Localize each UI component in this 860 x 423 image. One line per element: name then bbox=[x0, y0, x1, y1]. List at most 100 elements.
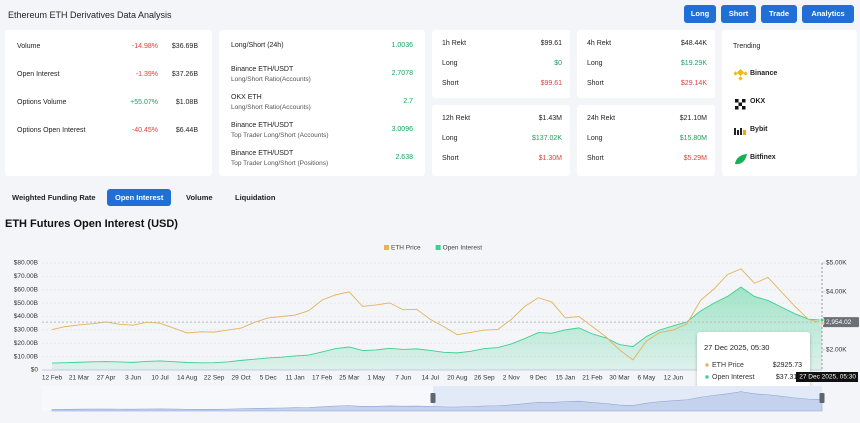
x-tick-label: 27 Apr bbox=[97, 375, 117, 382]
header-button[interactable]: Long bbox=[684, 5, 716, 23]
y-tick-label: $40.00B bbox=[14, 313, 38, 320]
y-tick-label: $60.00B bbox=[14, 286, 38, 293]
ratio-value: 1.0036 bbox=[391, 42, 413, 49]
x-tick-label: 30 Mar bbox=[609, 375, 630, 382]
stat-value: $37.26B bbox=[171, 71, 198, 78]
crosshair-x-label: 27 Dec 2025, 05:30 bbox=[799, 374, 856, 381]
ratio-label: Long/Short Ratio(Accounts) bbox=[231, 76, 311, 83]
y-tick-label: $80.00B bbox=[14, 260, 38, 267]
x-tick-label: 9 Dec bbox=[530, 375, 548, 382]
trending-icons bbox=[734, 68, 748, 165]
stat-change: +55.07% bbox=[130, 99, 158, 106]
tooltip-name: ETH Price bbox=[712, 362, 744, 369]
ratio-value: 2.7 bbox=[403, 98, 413, 105]
x-tick-label: 21 Mar bbox=[69, 375, 90, 382]
ratio-label: Binance ETH/USDT bbox=[231, 66, 294, 73]
rekt-row-value: $29.14K bbox=[680, 80, 707, 87]
header-button[interactable]: Trade bbox=[761, 5, 797, 23]
ratio-label: Long/Short Ratio(Accounts) bbox=[231, 104, 311, 111]
legend-swatch bbox=[384, 245, 389, 250]
rekt-row-value: $1.30M bbox=[538, 155, 562, 162]
rekt-total: $1.43M bbox=[538, 115, 562, 122]
stat-label: Open Interest bbox=[17, 71, 60, 78]
tab[interactable]: Weighted Funding Rate bbox=[12, 193, 96, 202]
navigator-handle[interactable] bbox=[819, 393, 825, 403]
rekt-title: 1h Rekt bbox=[442, 40, 467, 47]
stat-change: -14.98% bbox=[131, 43, 158, 50]
legend-label: Open Interest bbox=[443, 245, 483, 252]
stat-value: $6.44B bbox=[175, 127, 198, 134]
x-tick-label: 3 Jun bbox=[125, 375, 141, 382]
rekt-row-label: Long bbox=[587, 60, 603, 67]
tooltip-title: 27 Dec 2025, 05:30 bbox=[704, 343, 769, 352]
x-tick-label: 5 Dec bbox=[260, 375, 278, 382]
trending-panel: Trending Binance OKX Bybit Bitfinex bbox=[722, 30, 857, 176]
x-tick-label: 11 Jan bbox=[286, 375, 305, 382]
y-tick-label: $70.00B bbox=[14, 273, 38, 280]
trending-item[interactable]: Bybit bbox=[750, 126, 768, 133]
ratio-label: Binance ETH/USDT bbox=[231, 150, 294, 157]
rekt-panel: 4h Rekt $48.44K Long $19.29K Short $29.14K bbox=[577, 30, 715, 98]
tab[interactable]: Liquidation bbox=[235, 193, 276, 202]
rekt-row-label: Short bbox=[442, 155, 459, 162]
rekt-row-label: Long bbox=[442, 60, 458, 67]
tab[interactable]: Open Interest bbox=[107, 189, 172, 206]
ratio-panel: Long/Short (24h) 1.0036 Binance ETH/USDT Lo… bbox=[219, 30, 425, 176]
rekt-row-label: Short bbox=[442, 80, 459, 87]
rekt-row-value: $137.02K bbox=[532, 135, 562, 142]
trending-title: Trending bbox=[733, 43, 761, 50]
stat-label: Options Open Interest bbox=[17, 127, 86, 134]
header-button[interactable]: Analytics bbox=[802, 5, 854, 23]
x-tick-label: 25 Mar bbox=[339, 375, 360, 382]
crosshair-x-box bbox=[796, 372, 858, 382]
stat-change: -40.45% bbox=[131, 127, 158, 134]
legend-label: ETH Price bbox=[391, 245, 421, 252]
x-tick-label: 7 Jun bbox=[395, 375, 411, 382]
trending-item[interactable]: OKX bbox=[750, 98, 766, 105]
y2-tick-label: $5.00K bbox=[826, 260, 847, 267]
tooltip-value: $2925.73 bbox=[773, 362, 802, 369]
navigator-handle[interactable] bbox=[430, 393, 436, 403]
rekt-total: $21.10M bbox=[679, 115, 707, 122]
rekt-row-label: Long bbox=[587, 135, 603, 142]
tooltip-value: $37.31B bbox=[776, 374, 802, 381]
chart-title: ETH Futures Open Interest (USD) bbox=[5, 218, 178, 230]
y2-tick-label: $2.00K bbox=[826, 346, 847, 353]
rekt-row-value: $99.61 bbox=[540, 80, 562, 87]
x-tick-label: 6 May bbox=[638, 375, 656, 382]
x-tick-label: 10 Jul bbox=[151, 375, 169, 382]
tab[interactable]: Volume bbox=[186, 193, 213, 202]
y-tick-label: $20.00B bbox=[14, 340, 38, 347]
ratio-value: 2.638 bbox=[395, 154, 413, 161]
tooltip-name: Open Interest bbox=[712, 374, 754, 381]
x-tick-label: 29 Oct bbox=[232, 375, 251, 382]
rekt-row-value: $5.29M bbox=[683, 155, 707, 162]
rekt-row-label: Long bbox=[442, 135, 458, 142]
tooltip-marker bbox=[704, 362, 710, 368]
y-tick-label: $10.00B bbox=[14, 353, 38, 360]
bitfinex-icon bbox=[735, 154, 747, 165]
x-tick-label: 26 Sep bbox=[474, 375, 495, 382]
series-line bbox=[51, 286, 823, 364]
rekt-total: $48.44K bbox=[680, 40, 707, 47]
ratio-value: 2.7078 bbox=[391, 70, 413, 77]
tooltip-box bbox=[697, 332, 810, 388]
ratio-value: 3.0096 bbox=[391, 126, 413, 133]
rekt-row-value: $19.29K bbox=[680, 60, 707, 67]
header-button[interactable]: Short bbox=[721, 5, 756, 23]
rekt-title: 12h Rekt bbox=[442, 115, 471, 122]
x-tick-label: 14 Aug bbox=[177, 375, 198, 382]
rekt-row-label: Short bbox=[587, 155, 604, 162]
navigator-area bbox=[51, 391, 823, 412]
trending-item[interactable]: Bitfinex bbox=[750, 154, 776, 161]
legend-swatch bbox=[435, 245, 441, 250]
rekt-row-value: $15.80M bbox=[679, 135, 707, 142]
chart: ETH Futures Open Interest (USD) $0 $10.00… bbox=[5, 218, 859, 412]
crosshair-y2-box bbox=[823, 317, 859, 328]
trending-item[interactable]: Binance bbox=[750, 70, 778, 77]
stat-label: Options Volume bbox=[17, 99, 67, 106]
page-title: Ethereum ETH Derivatives Data Analysis bbox=[8, 10, 172, 20]
x-tick-label: 2 Nov bbox=[503, 375, 521, 382]
y-tick-label: $30.00B bbox=[14, 327, 38, 334]
x-tick-label: 22 Sep bbox=[204, 375, 225, 382]
